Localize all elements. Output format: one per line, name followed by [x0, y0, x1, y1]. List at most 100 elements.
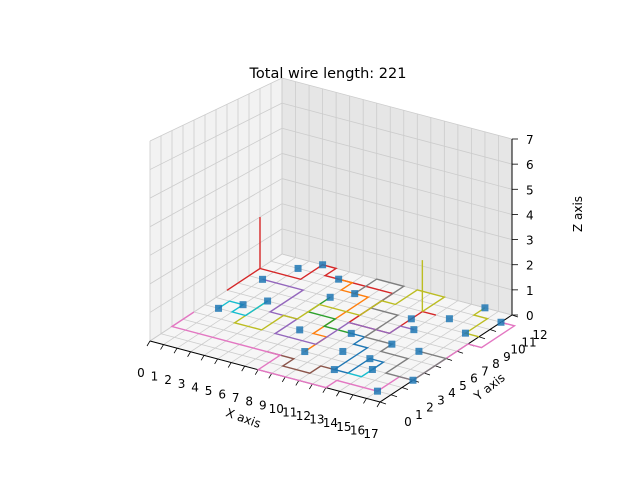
- gate-marker: [445, 315, 453, 323]
- y-tick-label: 9: [503, 350, 511, 364]
- y-tick-label: 0: [404, 415, 412, 429]
- x-tick-label: 15: [336, 420, 351, 434]
- y-tick-label: 4: [448, 386, 456, 400]
- wire-6: [266, 350, 335, 374]
- gate-marker: [301, 348, 309, 356]
- gate-marker: [264, 297, 272, 305]
- x-tick-label: 16: [350, 423, 365, 437]
- y-tick-label: 1: [415, 408, 423, 422]
- wire-12: [347, 368, 373, 378]
- x-tick-mark: [254, 369, 259, 375]
- grid-left-z: [149, 102, 283, 170]
- y-tick-label: 6: [470, 372, 478, 386]
- wire-5: [262, 278, 415, 346]
- gate-marker: [215, 304, 223, 312]
- grid-left-z: [149, 178, 283, 256]
- x-tick-mark: [241, 365, 246, 372]
- x-tick-mark: [160, 344, 164, 350]
- grid-back-z: [281, 153, 513, 215]
- y-tick-mark: [379, 401, 387, 405]
- z-tick-label: 1: [526, 284, 534, 298]
- gate-marker: [330, 366, 338, 374]
- y-tick-label: 2: [426, 401, 434, 415]
- z-tick-label: 3: [526, 234, 534, 248]
- x-tick-mark: [281, 376, 286, 383]
- y-tick-mark: [434, 365, 442, 369]
- grid-back-z: [281, 102, 513, 165]
- wire-11: [463, 307, 490, 338]
- x-tick-label: 14: [323, 416, 338, 430]
- x-tick-label: 17: [363, 427, 378, 441]
- x-tick-mark: [268, 373, 273, 379]
- x-tick-label: 7: [232, 391, 240, 405]
- grid-left-z: [149, 77, 283, 142]
- gate-marker: [319, 261, 327, 269]
- y-tick-mark: [478, 336, 486, 340]
- x-tick-mark: [376, 401, 381, 408]
- y-tick-label: 7: [481, 364, 489, 378]
- gate-markers: [215, 261, 505, 395]
- y-tick-mark: [390, 394, 398, 398]
- gate-marker: [481, 304, 489, 312]
- x-tick-mark: [322, 387, 327, 393]
- x-tick-mark: [295, 380, 300, 386]
- z-tick-label: 4: [526, 208, 534, 222]
- x-tick-label: 9: [259, 398, 267, 412]
- x-tick-mark: [200, 355, 205, 361]
- gate-marker: [366, 355, 374, 363]
- gate-marker: [239, 301, 247, 309]
- y-tick-label: 8: [492, 357, 500, 371]
- grid-left-z: [149, 127, 283, 199]
- y-tick-label: 10: [510, 343, 525, 357]
- z-tick-label: 7: [526, 133, 534, 147]
- grid-back-z: [281, 203, 513, 266]
- wire-10: [218, 300, 268, 317]
- y-tick-label: 12: [532, 328, 547, 342]
- pane-back: [282, 78, 512, 315]
- x-tick-mark: [214, 358, 218, 365]
- x-tick-label: 10: [269, 402, 284, 416]
- gate-marker: [351, 290, 359, 298]
- y-tick-mark: [456, 350, 464, 354]
- grid-back-z: [281, 77, 513, 140]
- gate-marker: [326, 293, 334, 301]
- grid-back-z: [281, 127, 513, 190]
- x-tick-label: 6: [218, 388, 226, 402]
- y-tick-mark: [445, 358, 453, 361]
- y-tick-mark: [489, 329, 497, 332]
- gate-marker: [461, 329, 469, 337]
- x-tick-mark: [187, 351, 191, 357]
- tick-labels: 0 1 2 3 4 5 6 7 8 9 101112131415161701234567891011…: [137, 133, 547, 441]
- gate-marker: [368, 365, 376, 373]
- y-tick-label: 5: [459, 379, 467, 393]
- x-tick-mark: [336, 391, 340, 397]
- x-tick-mark: [146, 340, 151, 347]
- x-tick-mark: [309, 383, 313, 390]
- gate-marker: [259, 275, 267, 283]
- gate-marker: [388, 340, 396, 348]
- grid-back-z: [281, 178, 513, 240]
- gate-marker: [497, 318, 505, 326]
- chart-title: Total wire length: 221: [249, 66, 407, 82]
- z-tick-label: 2: [526, 259, 534, 273]
- gate-marker: [296, 326, 304, 334]
- gate-marker: [347, 329, 355, 337]
- z-axis-label: Z axis: [571, 196, 585, 232]
- x-tick-label: 12: [296, 409, 311, 423]
- grid-left-z: [149, 153, 283, 228]
- x-tick-label: 11: [282, 406, 297, 420]
- y-tick-mark: [401, 387, 409, 390]
- y-tick-mark: [423, 372, 431, 376]
- z-tick-label: 5: [526, 183, 534, 197]
- x-tick-label: 2: [164, 373, 172, 387]
- x-tick-mark: [349, 394, 354, 401]
- y-tick-label: 11: [521, 335, 536, 349]
- grid-back-z: [281, 228, 513, 291]
- x-tick-mark: [173, 347, 178, 354]
- z-tick-label: 6: [526, 158, 534, 172]
- gate-marker: [335, 275, 343, 283]
- x-tick-label: 1: [151, 370, 159, 384]
- x-tick-mark: [363, 398, 367, 404]
- x-tick-label: 0: [137, 366, 145, 380]
